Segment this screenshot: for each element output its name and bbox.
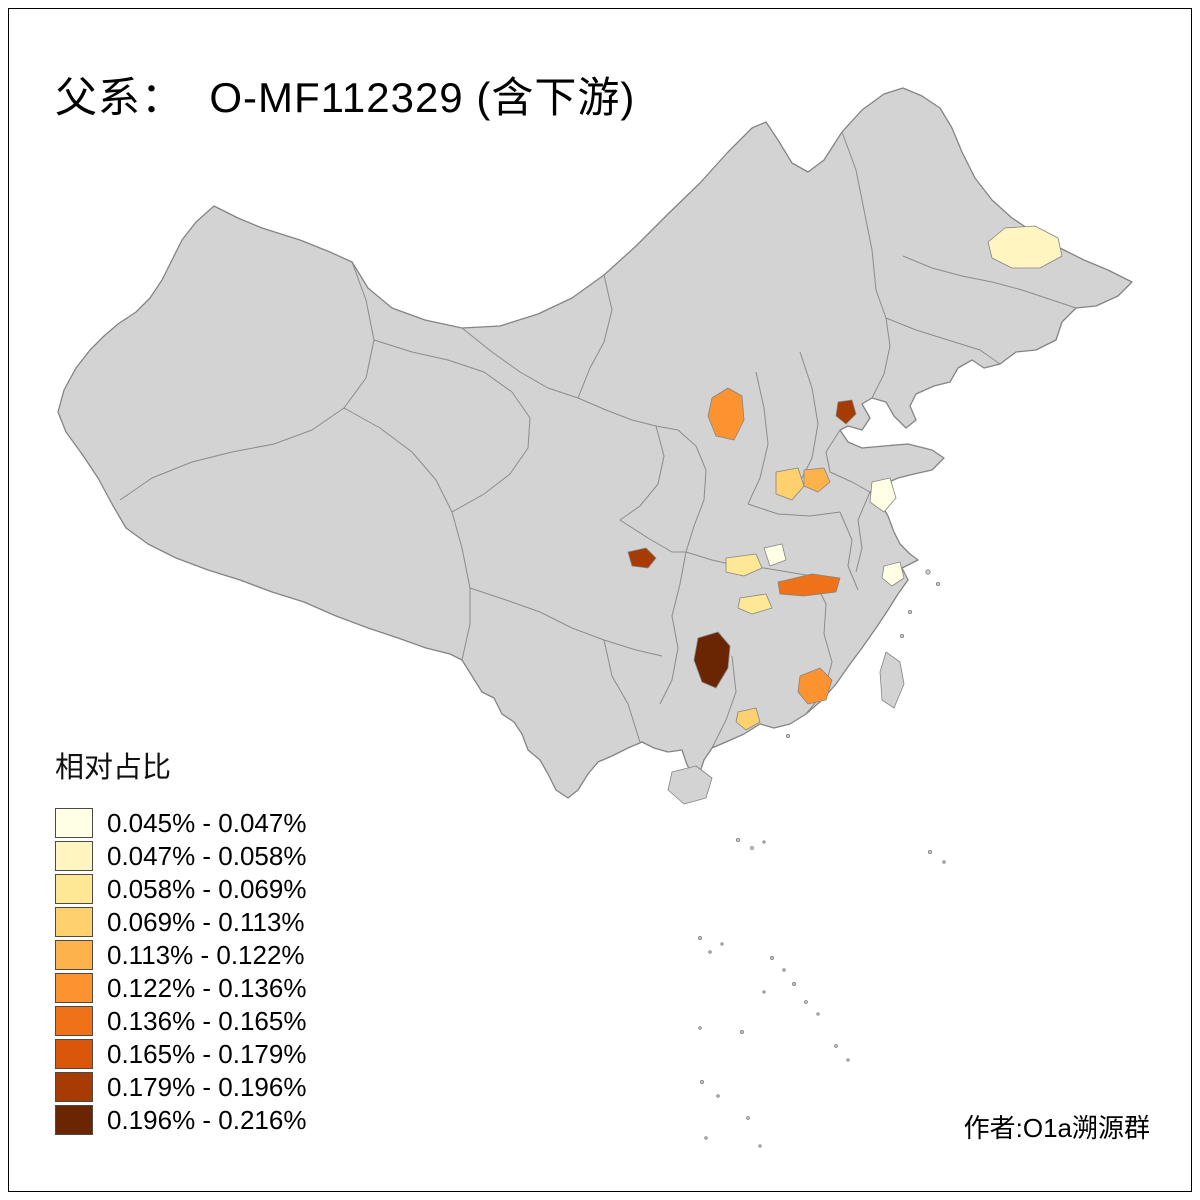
islet xyxy=(762,990,766,994)
region-hunan xyxy=(693,631,731,689)
islet xyxy=(758,1144,762,1148)
region-north-shaanxi xyxy=(707,387,745,441)
legend-swatch xyxy=(55,1105,93,1135)
hainan-island xyxy=(667,765,713,805)
region-northwest-hubei xyxy=(763,543,787,567)
mainland-outline xyxy=(57,87,1133,799)
islet xyxy=(942,860,946,864)
legend-swatch xyxy=(55,907,93,937)
region-east-guangdong xyxy=(797,667,833,705)
legend-row: 0.069% - 0.113% xyxy=(55,907,306,937)
coastal-islet xyxy=(907,609,913,615)
islet xyxy=(708,950,712,954)
islet xyxy=(770,956,774,960)
legend-label: 0.069% - 0.113% xyxy=(107,906,305,937)
legend-row: 0.058% - 0.069% xyxy=(55,874,306,904)
region-east-henan xyxy=(803,467,831,493)
legend-label: 0.196% - 0.216% xyxy=(107,1104,307,1135)
page-title: 父系： O-MF112329 (含下游) xyxy=(55,74,636,121)
islet xyxy=(698,1026,702,1030)
legend-row: 0.165% - 0.179% xyxy=(55,1039,306,1069)
islands xyxy=(667,569,941,805)
coastal-islet xyxy=(925,569,931,575)
legend-rows: 0.045% - 0.047% 0.047% - 0.058% 0.058% -… xyxy=(55,808,306,1135)
legend-swatch xyxy=(55,973,93,1003)
islet xyxy=(750,846,754,850)
legend-swatch xyxy=(55,1039,93,1069)
islet xyxy=(846,1058,850,1062)
islet xyxy=(735,837,741,843)
legend-row: 0.122% - 0.136% xyxy=(55,973,306,1003)
islet xyxy=(704,1136,708,1140)
coastal-islet xyxy=(899,633,905,639)
legend-label: 0.058% - 0.069% xyxy=(107,873,307,904)
highlighted-regions xyxy=(627,225,1063,731)
region-jiangsu xyxy=(869,477,897,513)
legend-swatch xyxy=(55,874,93,904)
islet xyxy=(834,1044,838,1048)
islet xyxy=(792,982,796,986)
legend-label: 0.136% - 0.165% xyxy=(107,1005,307,1036)
legend-row: 0.196% - 0.216% xyxy=(55,1105,306,1135)
legend-swatch xyxy=(55,808,93,838)
author-credit: 作者:O1a溯源群 xyxy=(963,1113,1150,1143)
islet xyxy=(927,849,933,855)
islet xyxy=(716,1094,720,1098)
coastal-islet xyxy=(785,733,791,739)
taiwan-island xyxy=(879,651,905,709)
legend-swatch xyxy=(55,1072,93,1102)
legend-title: 相对占比 xyxy=(55,752,172,784)
islet xyxy=(746,1116,750,1120)
coastal-islet xyxy=(935,581,941,587)
region-west-henan xyxy=(775,467,805,501)
legend-label: 0.165% - 0.179% xyxy=(107,1038,307,1069)
region-chongqing xyxy=(627,547,657,569)
legend: 相对占比 0.045% - 0.047% 0.047% - 0.058% 0.0… xyxy=(55,744,306,1135)
legend-swatch xyxy=(55,841,93,871)
region-central-hubei xyxy=(777,573,841,597)
legend-swatch xyxy=(55,1006,93,1036)
legend-row: 0.179% - 0.196% xyxy=(55,1072,306,1102)
south-china-sea-islets xyxy=(698,837,946,1148)
islet xyxy=(762,840,766,844)
province-borders xyxy=(119,131,1077,749)
legend-label: 0.179% - 0.196% xyxy=(107,1071,307,1102)
islet xyxy=(804,1000,808,1004)
region-shandong xyxy=(835,399,857,425)
islet xyxy=(700,1080,704,1084)
islet xyxy=(698,936,702,940)
legend-label: 0.047% - 0.058% xyxy=(107,840,307,871)
legend-swatch xyxy=(55,940,93,970)
legend-label: 0.113% - 0.122% xyxy=(107,939,305,970)
region-shanghai-area xyxy=(881,561,905,587)
legend-row: 0.045% - 0.047% xyxy=(55,808,306,838)
region-west-guangdong xyxy=(735,707,761,731)
islet xyxy=(816,1012,820,1016)
region-west-hubei xyxy=(725,553,763,577)
legend-row: 0.136% - 0.165% xyxy=(55,1006,306,1036)
legend-row: 0.113% - 0.122% xyxy=(55,940,306,970)
legend-label: 0.045% - 0.047% xyxy=(107,807,307,838)
region-south-hubei xyxy=(737,593,773,615)
region-heilongjiang xyxy=(987,225,1063,269)
islet xyxy=(720,942,724,946)
islet xyxy=(740,1030,744,1034)
islet xyxy=(782,968,786,972)
legend-row: 0.047% - 0.058% xyxy=(55,841,306,871)
legend-label: 0.122% - 0.136% xyxy=(107,972,307,1003)
